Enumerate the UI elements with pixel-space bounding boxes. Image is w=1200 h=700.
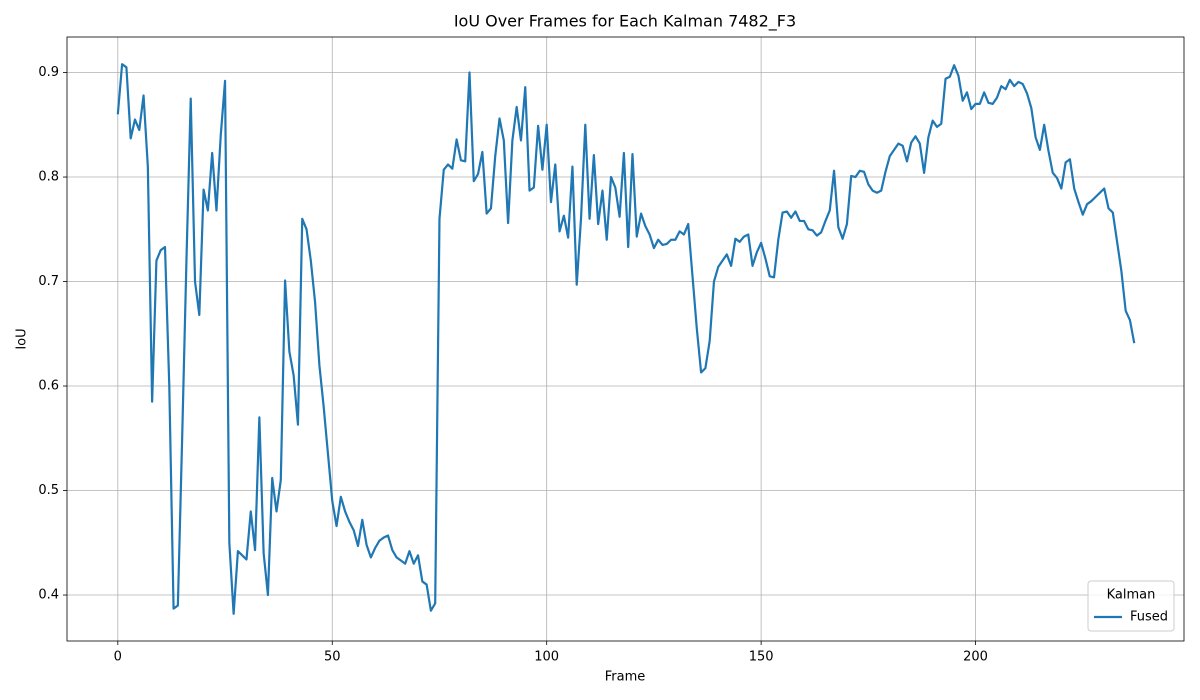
y-tick-label: 0.7: [38, 274, 59, 289]
y-axis-label: IoU: [15, 328, 30, 349]
x-axis-label: Frame: [605, 670, 646, 685]
y-tick-label: 0.9: [38, 65, 59, 80]
x-tick-label: 100: [534, 650, 559, 665]
x-tick-label: 200: [963, 650, 988, 665]
legend-title: Kalman: [1107, 588, 1156, 603]
chart-title: IoU Over Frames for Each Kalman 7482_F3: [454, 12, 796, 32]
x-tick-label: 50: [324, 650, 341, 665]
y-tick-label: 0.8: [38, 170, 59, 185]
y-tick-label: 0.4: [38, 588, 59, 603]
y-tick-label: 0.5: [38, 483, 59, 498]
plot-frame: [66, 36, 1185, 642]
x-tick-label: 150: [749, 650, 774, 665]
y-tick-label: 0.6: [38, 379, 59, 394]
line-series: [116, 63, 1136, 615]
x-tick-label: 0: [114, 650, 122, 665]
legend: Kalman Fused: [1087, 580, 1175, 632]
legend-box: [1087, 580, 1175, 632]
legend-label: Fused: [1130, 610, 1168, 625]
